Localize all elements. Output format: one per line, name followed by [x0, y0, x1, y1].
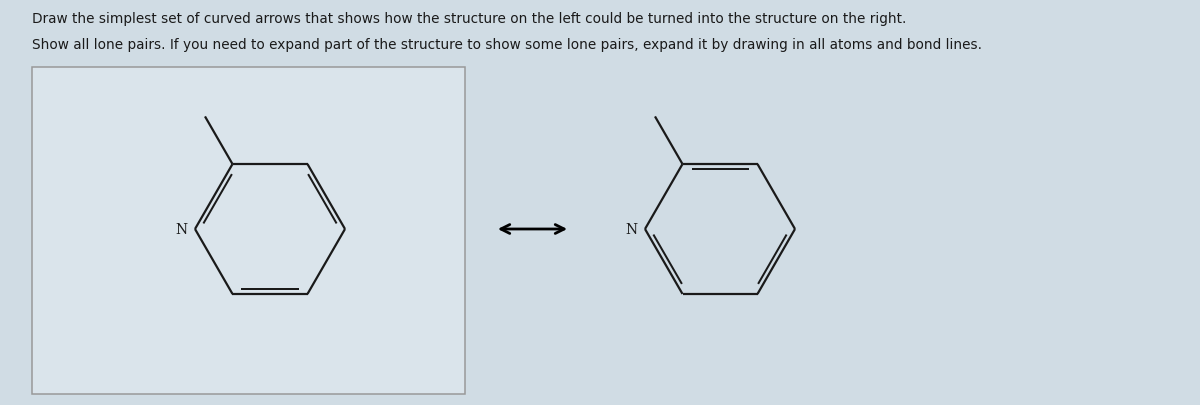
- Text: Show all lone pairs. If you need to expand part of the structure to show some lo: Show all lone pairs. If you need to expa…: [32, 38, 982, 52]
- Text: N: N: [175, 222, 187, 237]
- Text: N: N: [625, 222, 637, 237]
- Text: Draw the simplest set of curved arrows that shows how the structure on the left : Draw the simplest set of curved arrows t…: [32, 12, 906, 26]
- Bar: [32, 68, 466, 394]
